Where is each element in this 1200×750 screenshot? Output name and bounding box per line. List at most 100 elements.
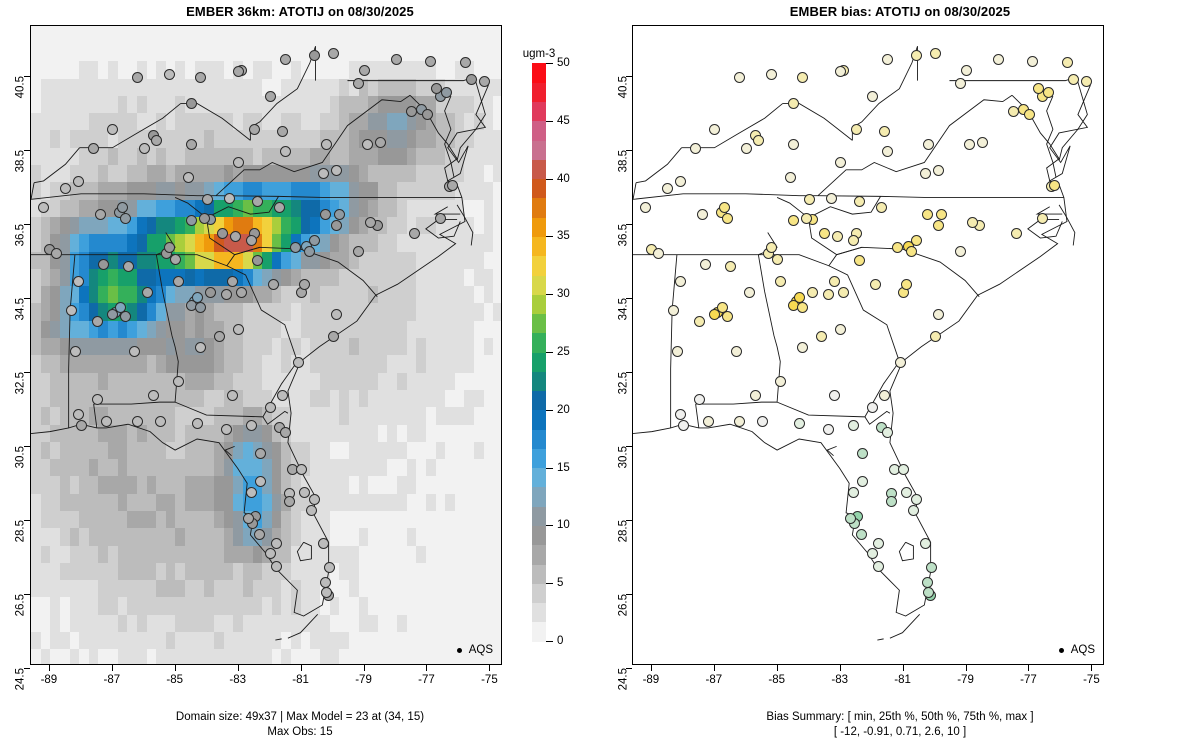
grid-cell (454, 285, 466, 304)
grid-cell (204, 441, 215, 460)
y-tick-label: 26.5 (617, 593, 629, 617)
x-tick (650, 665, 652, 671)
grid-cell (319, 216, 331, 235)
aqs-site-marker (1068, 74, 1080, 86)
grid-cell (358, 112, 369, 131)
grid-cell (204, 250, 215, 269)
grid-cell (185, 26, 196, 44)
grid-cell (368, 354, 379, 373)
grid-cell (156, 164, 167, 183)
grid-cell (127, 181, 138, 200)
grid-cell (59, 43, 71, 62)
y-tick (626, 223, 632, 225)
grid-cell (483, 60, 495, 79)
colorbar-segment (532, 429, 546, 449)
grid-cell (281, 216, 292, 235)
grid-cell (108, 320, 119, 339)
grid-cell (98, 596, 109, 615)
grid-cell (435, 233, 446, 252)
grid-cell (281, 579, 292, 598)
grid-cell (88, 579, 100, 598)
grid-cell (79, 458, 90, 477)
aqs-site-marker (822, 288, 834, 300)
colorbar-tick (546, 63, 553, 64)
grid-cell (435, 147, 446, 166)
grid-cell (79, 475, 90, 494)
grid-cell (454, 406, 466, 425)
grid-cell (262, 614, 273, 633)
grid-cell (175, 95, 186, 114)
grid-cell (31, 596, 42, 615)
grid-cell (233, 406, 244, 425)
grid-cell (214, 233, 225, 252)
grid-cell (435, 423, 446, 442)
grid-cell (88, 233, 100, 252)
grid-cell (204, 43, 215, 62)
grid-cell (127, 302, 138, 321)
grid-cell (435, 354, 446, 373)
grid-cell (136, 562, 148, 581)
grid-cell (117, 112, 129, 131)
grid-cell (435, 371, 446, 390)
grid-cell (377, 95, 389, 114)
grid-cell (136, 371, 148, 390)
grid-cell (387, 181, 398, 200)
aqs-site-marker (693, 394, 705, 406)
grid-cell (329, 544, 340, 563)
grid-cell (445, 233, 456, 252)
grid-cell (175, 164, 186, 183)
grid-cell (291, 389, 302, 408)
grid-cell (291, 337, 302, 356)
grid-cell (204, 493, 215, 511)
grid-cell (146, 596, 157, 615)
grid-cell (416, 181, 427, 200)
aqs-site-marker (173, 275, 185, 287)
bias-plot-area[interactable]: AQS (632, 25, 1104, 665)
grid-cell (281, 77, 292, 96)
grid-cell (368, 129, 379, 148)
grid-cell (387, 43, 398, 62)
grid-cell (368, 198, 379, 217)
grid-cell (425, 371, 437, 390)
grid-cell (435, 493, 446, 511)
grid-cell (242, 216, 254, 235)
grid-cell (397, 562, 408, 581)
grid-cell (262, 354, 273, 373)
aqs-site-marker (267, 279, 279, 291)
map-border-line (696, 404, 699, 428)
x-tick (489, 665, 491, 671)
aqs-site-marker (226, 275, 238, 287)
grid-cell (339, 198, 350, 217)
grid-cell (146, 475, 157, 494)
grid-cell (310, 337, 321, 356)
map-border-line (31, 247, 260, 265)
grid-cell (464, 302, 475, 321)
aqs-site-marker (932, 309, 944, 321)
grid-cell (300, 493, 312, 511)
grid-cell (242, 181, 254, 200)
grid-cell (50, 216, 61, 235)
grid-cell (40, 354, 51, 373)
grid-cell (445, 596, 456, 615)
grid-cell (69, 181, 80, 200)
grid-cell (98, 354, 109, 373)
model-caption: Domain size: 49x37 | Max Model = 23 at (… (0, 710, 600, 740)
grid-cell (397, 43, 408, 62)
grid-cell (194, 475, 206, 494)
model-plot-area[interactable]: AQS (30, 25, 502, 665)
grid-cell (416, 216, 427, 235)
grid-cell (88, 250, 100, 269)
aqs-site-marker (195, 72, 207, 84)
grid-cell (175, 129, 186, 148)
grid-cell (319, 510, 331, 529)
x-tick-label: -83 (831, 674, 848, 686)
grid-cell (223, 371, 234, 390)
grid-cell (31, 389, 42, 408)
grid-cell (136, 112, 148, 131)
colorbar-segment (532, 544, 546, 565)
grid-cell (117, 233, 129, 252)
aqs-site-marker (277, 390, 289, 402)
grid-cell (271, 112, 283, 131)
grid-cell (454, 371, 466, 390)
grid-cell (262, 43, 273, 62)
